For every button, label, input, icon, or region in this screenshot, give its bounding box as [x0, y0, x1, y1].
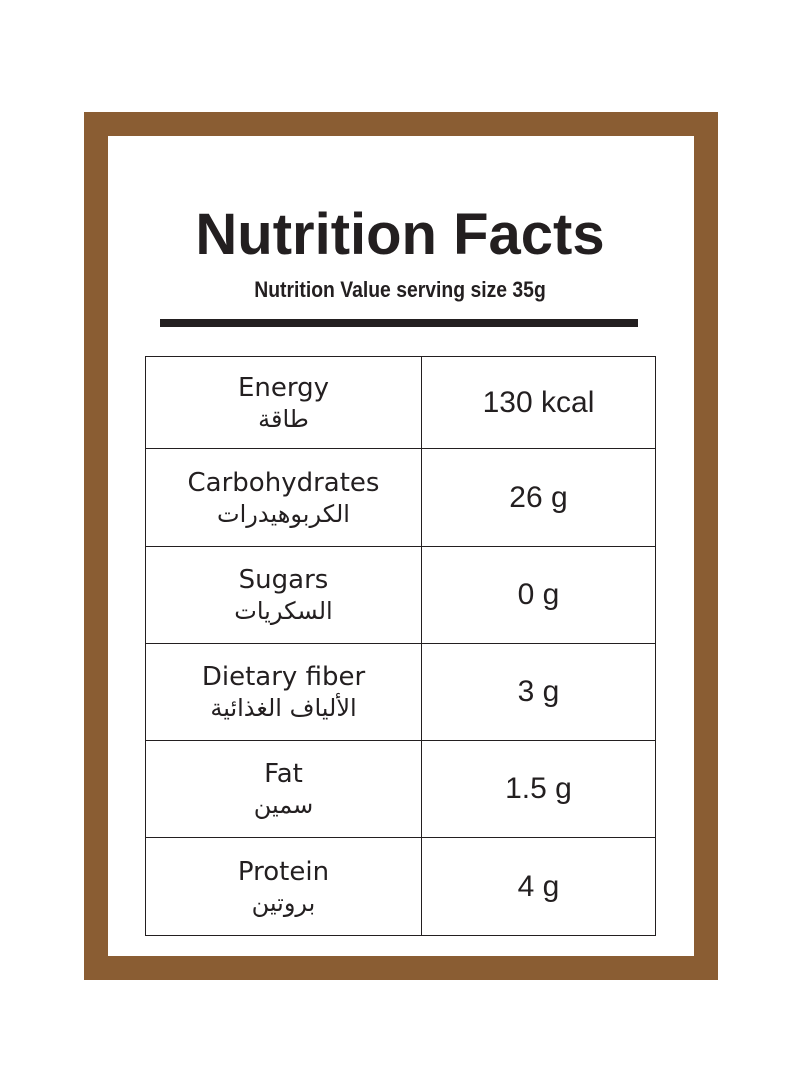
value-cell: 3 g — [421, 643, 656, 741]
nutrient-name: Energy — [237, 372, 330, 403]
value-cell: 26 g — [421, 448, 656, 547]
subtitle: Nutrition Value serving size 35g — [254, 277, 546, 302]
nutrient-cell: Energy طاقة — [145, 356, 422, 449]
nutrient-value: 26 g — [509, 480, 568, 514]
nutrition-table: Energy طاقة 130 kcal Carbohydrates الكربوهيد… — [145, 356, 656, 936]
value-cell: 4 g — [421, 837, 656, 936]
nutrient-value: 4 g — [517, 869, 560, 903]
table-row: Carbohydrates الكربوهيدرات 26 g — [145, 448, 656, 547]
title: Nutrition Facts — [195, 202, 605, 267]
nutrient-name: Fat — [264, 759, 303, 789]
table-row: Protein بروتين 4 g — [145, 837, 656, 936]
nutrient-name: Carbohydrates — [187, 467, 380, 498]
table-row: Energy طاقة 130 kcal — [145, 356, 656, 449]
value-cell: 0 g — [421, 546, 656, 644]
nutrient-name: Protein — [237, 856, 330, 887]
nutrient-name-arabic: الكربوهيدرات — [217, 499, 350, 528]
nutrient-name-arabic: الألياف الغذائية — [210, 694, 357, 722]
table-row: Sugars السكريات 0 g — [145, 546, 656, 644]
nutrient-value: 1.5 g — [505, 772, 572, 805]
table-row: Dietary fiber الألياف الغذائية 3 g — [145, 643, 656, 741]
nutrient-cell: Fat سمين — [145, 740, 422, 838]
divider — [160, 319, 638, 327]
nutrient-value: 0 g — [517, 578, 560, 611]
nutrient-value: 3 g — [517, 675, 560, 708]
nutrient-cell: Carbohydrates الكربوهيدرات — [145, 448, 422, 547]
table-row: Fat سمين 1.5 g — [145, 740, 656, 838]
nutrient-cell: Dietary fiber الألياف الغذائية — [145, 643, 422, 741]
nutrient-cell: Protein بروتين — [145, 837, 422, 936]
nutrient-name-arabic: بروتين — [251, 888, 316, 917]
nutrient-name-arabic: سمين — [253, 791, 314, 819]
value-cell: 1.5 g — [421, 740, 656, 838]
nutrient-value: 130 kcal — [482, 385, 595, 419]
nutrient-name-arabic: السكريات — [234, 597, 333, 625]
nutrient-name-arabic: طاقة — [258, 404, 309, 433]
value-cell: 130 kcal — [421, 356, 656, 449]
nutrient-cell: Sugars السكريات — [145, 546, 422, 644]
nutrient-name: Dietary fiber — [201, 662, 366, 692]
table-body: Energy طاقة 130 kcal Carbohydrates الكربوهيد… — [145, 356, 656, 936]
nutrient-name: Sugars — [238, 565, 329, 595]
